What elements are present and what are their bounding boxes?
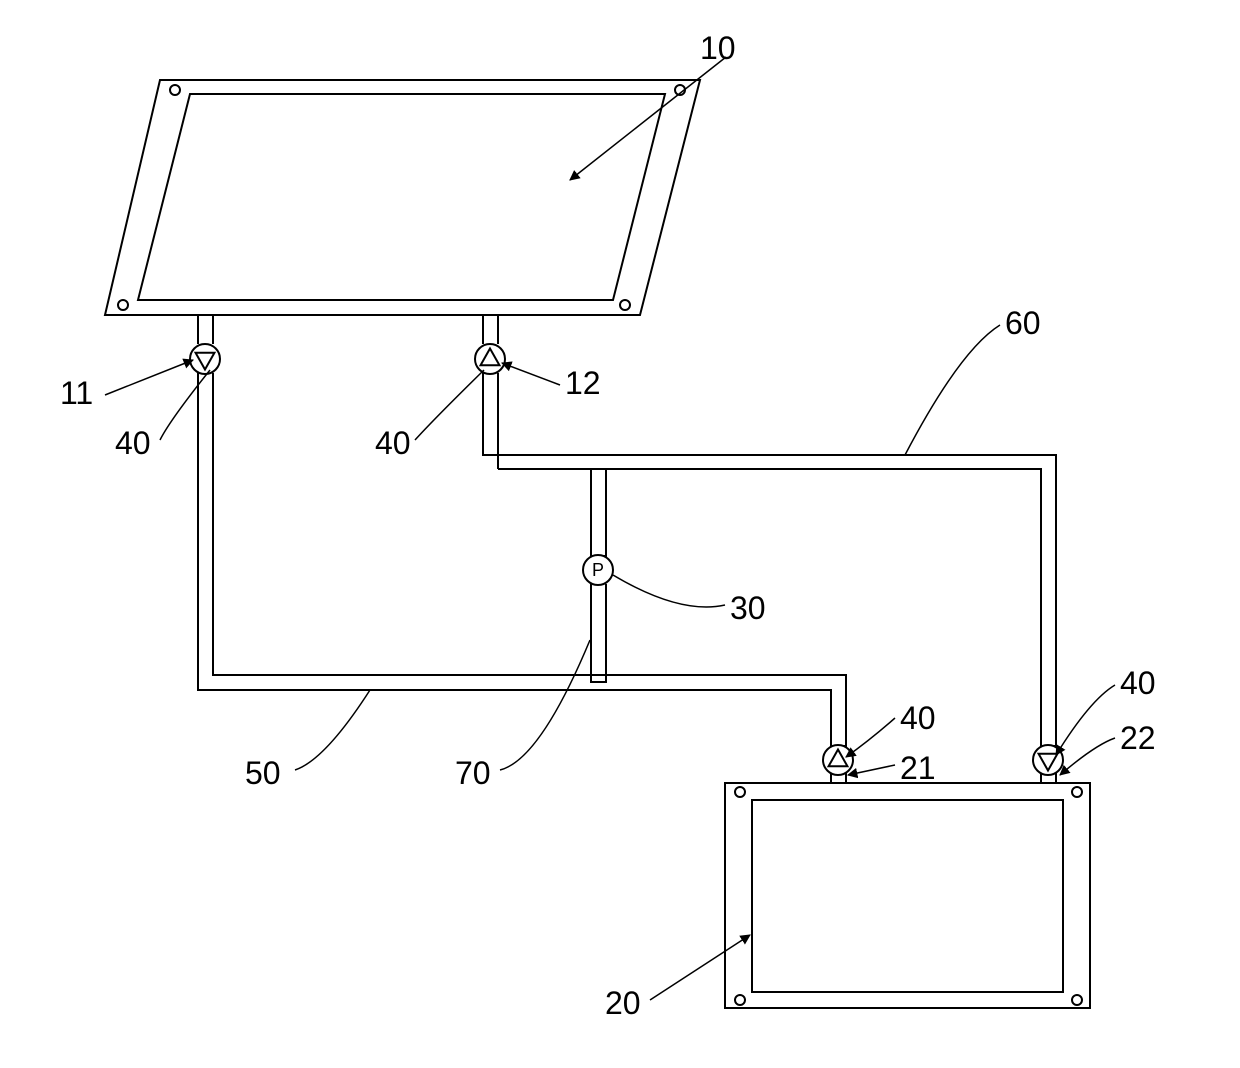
callout-label: 11: [60, 375, 93, 412]
callout-label: 60: [1005, 305, 1041, 342]
callout-label: 50: [245, 755, 281, 792]
callout-label: 30: [730, 590, 766, 627]
callout-label: 70: [455, 755, 491, 792]
svg-text:P: P: [592, 560, 604, 580]
callout-label: 20: [605, 985, 641, 1022]
callout-label: 10: [700, 30, 736, 67]
callout-label: 40: [115, 425, 151, 462]
callout-label: 40: [1120, 665, 1156, 702]
callout-label: 12: [565, 365, 601, 402]
callout-label: 22: [1120, 720, 1156, 757]
diagram-svg: P: [0, 0, 1240, 1068]
callout-label: 40: [375, 425, 411, 462]
diagram-canvas: P 10 11 12 40 40 60 30 50 70 40 21 40 22 20: [0, 0, 1240, 1068]
callout-label: 21: [900, 750, 936, 787]
callout-label: 40: [900, 700, 936, 737]
